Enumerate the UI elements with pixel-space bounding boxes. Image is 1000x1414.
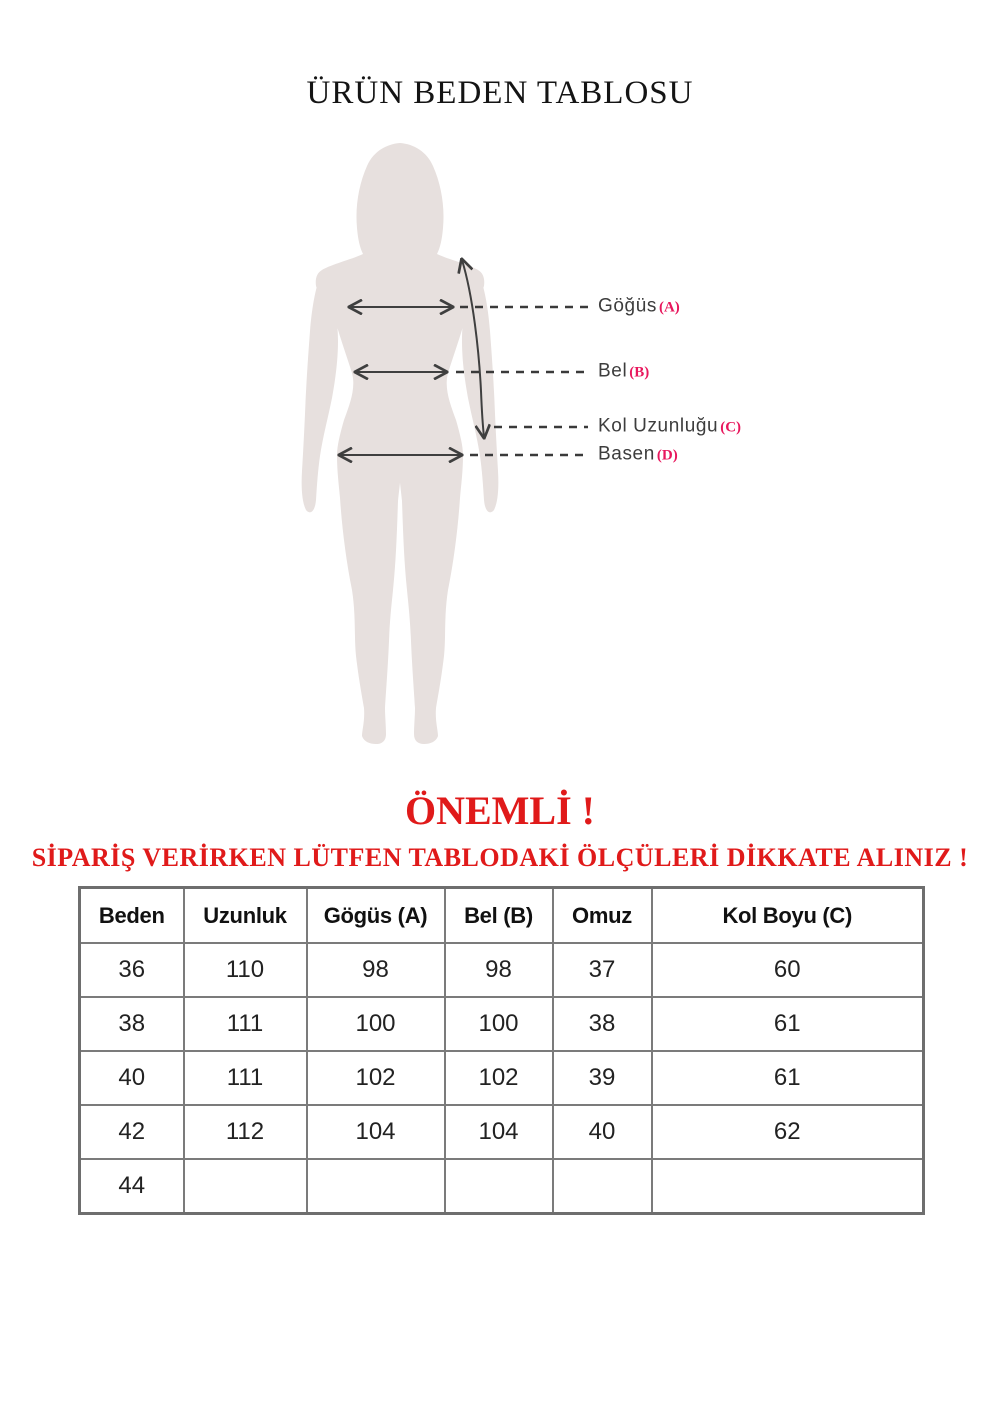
size-cell: 100	[443, 996, 554, 1052]
size-cell: 42	[78, 1104, 185, 1160]
size-cell: 112	[182, 1104, 308, 1160]
header-cell-gogus: Gögüs (A)	[305, 886, 446, 944]
size-cell: 60	[650, 942, 925, 998]
size-cell: 61	[650, 1050, 925, 1106]
size-cell: 98	[443, 942, 554, 998]
size-cell: 38	[78, 996, 185, 1052]
size-cell: 39	[551, 1050, 653, 1106]
body-silhouette-figure	[301, 143, 588, 744]
size-cell: 111	[182, 996, 308, 1052]
size-cell	[305, 1158, 446, 1215]
size-cell: 37	[551, 942, 653, 998]
size-cell: 100	[305, 996, 446, 1052]
header-cell-uzunluk: Uzunluk	[182, 886, 308, 944]
size-cell	[551, 1158, 653, 1215]
size-cell: 104	[305, 1104, 446, 1160]
waist-measure-label: Bel (B)	[598, 361, 649, 384]
size-cell: 111	[182, 1050, 308, 1106]
size-cell: 98	[305, 942, 446, 998]
waist-label-text: Bel	[598, 360, 628, 382]
arm-label-text: Kol Uzunluğu	[598, 415, 719, 437]
size-cell: 40	[78, 1050, 185, 1106]
size-table: Beden Uzunluk Gögüs (A) Bel (B) Omuz Kol…	[78, 886, 925, 1215]
size-row-40: 40 111 102 102 39 61	[78, 1050, 925, 1106]
silhouette-body	[315, 143, 485, 744]
page-title: ÜRÜN BEDEN TABLOSU	[306, 75, 694, 111]
size-cell: 61	[650, 996, 925, 1052]
waist-label-marker: (B)	[629, 364, 650, 381]
size-cell: 36	[78, 942, 185, 998]
hip-label-text: Basen	[598, 443, 655, 465]
size-row-36: 36 110 98 98 37 60	[78, 942, 925, 998]
size-row-38: 38 111 100 100 38 61	[78, 996, 925, 1052]
size-row-42: 42 112 104 104 40 62	[78, 1104, 925, 1160]
size-row-44: 44	[78, 1158, 925, 1215]
header-cell-bel: Bel (B)	[443, 886, 554, 944]
size-cell	[182, 1158, 308, 1215]
arm-label-marker: (C)	[720, 419, 742, 436]
header-cell-omuz: Omuz	[551, 886, 653, 944]
size-cell: 44	[78, 1158, 185, 1215]
header-cell-beden: Beden	[78, 886, 185, 944]
size-cell: 62	[650, 1104, 925, 1160]
size-cell: 40	[551, 1104, 653, 1160]
chest-label-marker: (A)	[658, 299, 680, 316]
size-cell: 102	[443, 1050, 554, 1106]
size-cell: 104	[443, 1104, 554, 1160]
arm-length-measure-label: Kol Uzunluğu (C)	[598, 416, 741, 439]
silhouette-left-arm	[301, 269, 338, 513]
order-warning-text: SİPARİŞ VERİRKEN LÜTFEN TABLODAKİ ÖLÇÜLE…	[31, 843, 969, 872]
header-cell-kol-boyu: Kol Boyu (C)	[650, 886, 925, 944]
size-table-header-row: Beden Uzunluk Gögüs (A) Bel (B) Omuz Kol…	[78, 886, 925, 944]
chest-measure-label: Göğüs (A)	[598, 296, 680, 319]
chest-label-text: Göğüs	[598, 295, 657, 317]
size-cell: 110	[182, 942, 308, 998]
arm-length-arrow	[462, 260, 484, 437]
size-cell: 38	[551, 996, 653, 1052]
hip-measure-label: Basen (D)	[598, 444, 678, 467]
hip-label-marker: (D)	[656, 447, 678, 464]
important-heading: ÖNEMLİ !	[405, 788, 595, 833]
size-cell	[650, 1158, 925, 1215]
size-cell	[443, 1158, 554, 1215]
size-cell: 102	[305, 1050, 446, 1106]
